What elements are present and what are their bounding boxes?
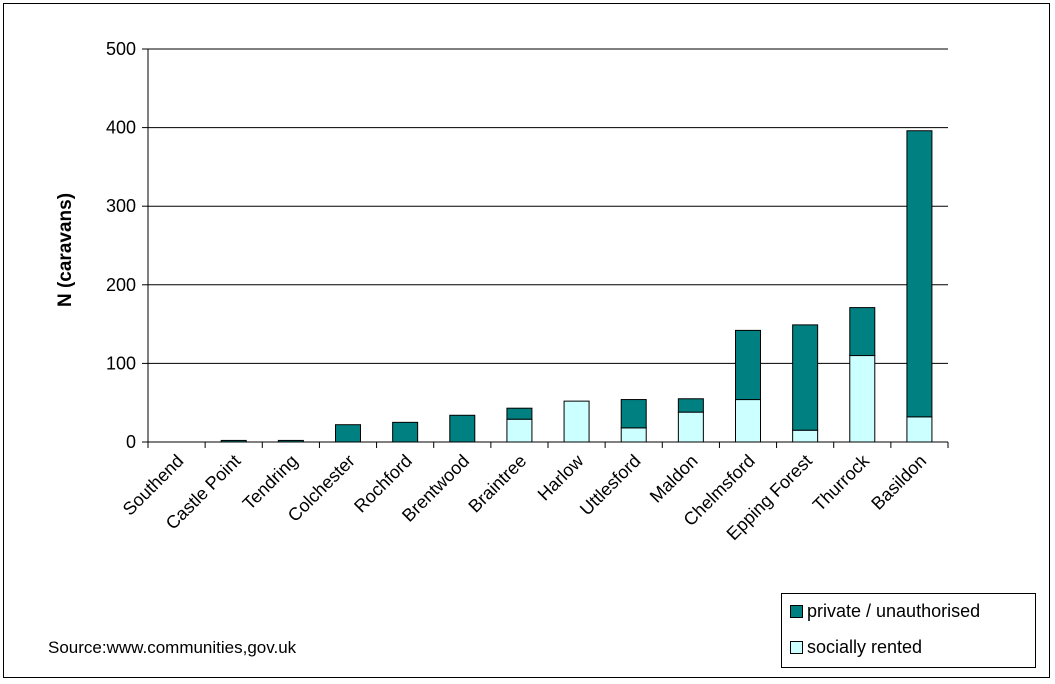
bar-socially-rented bbox=[621, 428, 646, 442]
bar-socially-rented bbox=[793, 430, 818, 442]
y-axis-title: N (caravans) bbox=[55, 193, 76, 307]
bar-socially-rented bbox=[907, 417, 932, 442]
bar-private-unauthorised bbox=[736, 330, 761, 399]
x-tick-label: Braintree bbox=[464, 451, 530, 517]
y-tick-label: 400 bbox=[106, 118, 136, 138]
stacked-bar-chart: N (caravans) 0100200300400500SouthendCas… bbox=[4, 4, 1051, 679]
bar-socially-rented bbox=[564, 401, 589, 442]
x-tick-label: Harlow bbox=[534, 450, 588, 504]
bar-private-unauthorised bbox=[507, 408, 532, 419]
legend-item-private: private / unauthorised bbox=[790, 601, 980, 622]
x-tick-label: Thurrock bbox=[809, 450, 874, 515]
y-tick-label: 0 bbox=[126, 432, 136, 452]
bar-socially-rented bbox=[678, 412, 703, 442]
bar-private-unauthorised bbox=[678, 399, 703, 412]
bar-socially-rented bbox=[850, 356, 875, 442]
x-tick-label: Maldon bbox=[646, 451, 702, 507]
legend-swatch-private bbox=[790, 605, 803, 618]
bar-private-unauthorised bbox=[793, 325, 818, 430]
bar-private-unauthorised bbox=[850, 308, 875, 356]
legend-swatch-socially-rented bbox=[790, 641, 803, 654]
y-tick-label: 200 bbox=[106, 275, 136, 295]
source-note: Source:www.communities,gov.uk bbox=[48, 638, 296, 658]
x-tick-label: Basildon bbox=[867, 451, 930, 514]
chart-frame: N (caravans) 0 100 200 300 400 500 Southend Cas… bbox=[3, 3, 1050, 678]
y-tick-label: 500 bbox=[106, 39, 136, 59]
bar-private-unauthorised bbox=[450, 415, 475, 442]
legend-item-socially-rented: socially rented bbox=[790, 637, 922, 658]
bar-private-unauthorised bbox=[221, 440, 246, 442]
legend: private / unauthorised socially rented bbox=[781, 593, 1036, 668]
y-tick-label: 100 bbox=[106, 353, 136, 373]
bar-socially-rented bbox=[507, 419, 532, 442]
legend-label-socially-rented: socially rented bbox=[807, 637, 922, 658]
bar-private-unauthorised bbox=[907, 131, 932, 417]
bar-private-unauthorised bbox=[278, 440, 303, 442]
bar-private-unauthorised bbox=[621, 400, 646, 428]
bar-socially-rented bbox=[736, 400, 761, 442]
y-tick-label: 300 bbox=[106, 196, 136, 216]
bar-private-unauthorised bbox=[336, 425, 361, 442]
legend-label-private: private / unauthorised bbox=[807, 601, 980, 622]
bar-private-unauthorised bbox=[393, 422, 418, 442]
x-tick-label: Uttlesford bbox=[576, 451, 645, 520]
